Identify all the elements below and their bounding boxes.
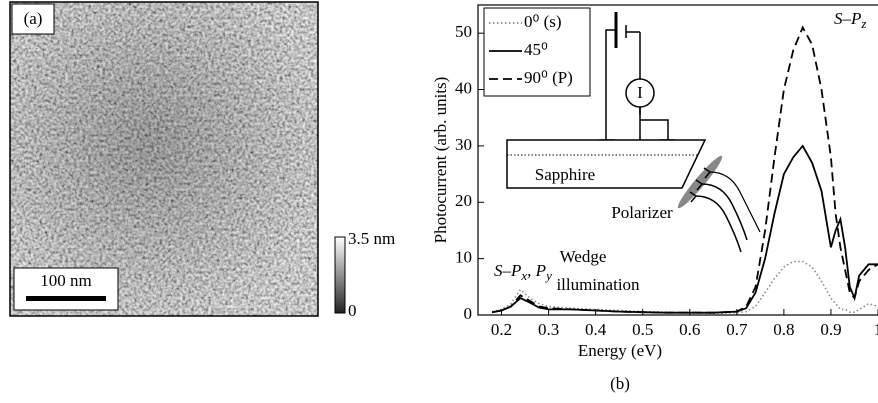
illumination-label: illumination [556, 275, 640, 294]
inset-schematic [506, 12, 761, 253]
afm-frame [9, 1, 319, 317]
scale-bar [26, 296, 106, 301]
x-tick-label: 0.4 [585, 320, 607, 339]
plot-frame [477, 4, 878, 316]
y-tick-label: 10 [455, 248, 472, 267]
legend-label: 0⁰ (s) [524, 12, 562, 31]
panel-label: (b) [610, 374, 630, 393]
annotation-subscript: z [860, 16, 866, 31]
x-tick-label: 0.7 [726, 320, 748, 339]
scale-text: 100 nm [40, 271, 91, 290]
legend-label: 90⁰ (P) [524, 68, 573, 87]
x-tick-label: 0.9 [820, 320, 841, 339]
afm-shade [10, 2, 318, 316]
x-tick-label: 0.2 [491, 320, 512, 339]
y-tick-label: 40 [455, 78, 472, 97]
x-tick-label: 0.8 [773, 320, 794, 339]
annotation-subscript: y [544, 268, 552, 283]
x-tick-label: 0.6 [679, 320, 700, 339]
scale-box [13, 267, 119, 311]
legend-label: 45⁰ [524, 40, 548, 59]
y-tick-label: 20 [455, 191, 472, 210]
series-line [491, 25, 878, 314]
annotation-text: , P [527, 261, 546, 280]
x-axis-label: Energy (eV) [578, 341, 662, 360]
y-axis-label: Photocurrent (arb. units) [431, 77, 450, 244]
meter-label: I [637, 83, 643, 102]
annotation: S–Px, Py [494, 261, 552, 283]
annotation-text: S–P [834, 9, 861, 28]
wedge-label: Wedge [560, 247, 607, 266]
series-line [491, 260, 878, 315]
label-box [11, 3, 55, 35]
y-tick-label: 30 [455, 135, 472, 154]
colorbar-min: 0 [348, 301, 357, 320]
polarizer-label: Polarizer [611, 203, 673, 222]
colorbar-max: 3.5 nm [348, 229, 395, 248]
annotation-subscript: x [520, 268, 527, 283]
x-tick-label: 0.3 [538, 320, 559, 339]
panel-label: (a) [24, 9, 43, 28]
colorbar [334, 236, 346, 314]
substrate-label: Sapphire [535, 165, 595, 184]
y-tick-label: 50 [455, 22, 472, 41]
annotation-text: S–P [494, 261, 521, 280]
series-line [491, 144, 878, 314]
y-tick-label: 0 [464, 304, 473, 323]
x-tick-label: 0.5 [632, 320, 653, 339]
x-tick-label: 1 [874, 320, 878, 339]
annotation: S–Pz [834, 9, 866, 31]
